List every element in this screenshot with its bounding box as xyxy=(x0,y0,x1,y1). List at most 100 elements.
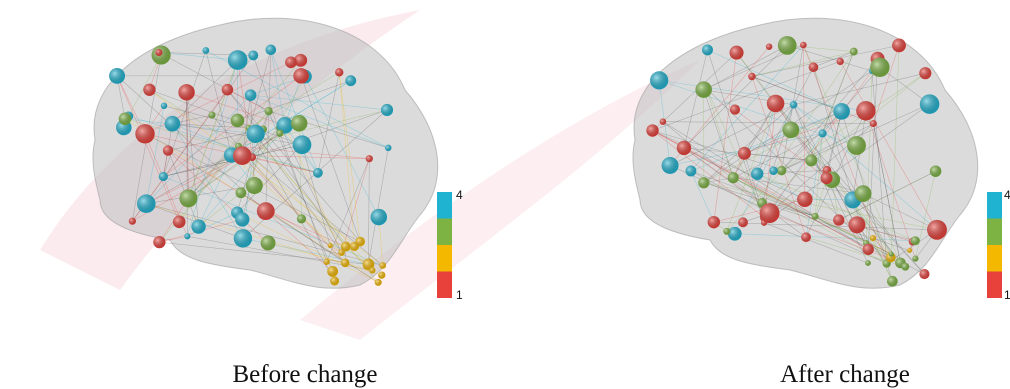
node-shade xyxy=(285,56,297,68)
node-shade xyxy=(767,95,785,113)
node-shade xyxy=(901,263,909,271)
node-shade xyxy=(379,262,386,269)
node-shade xyxy=(324,259,330,265)
node-shade xyxy=(821,172,833,184)
node-shade xyxy=(119,113,132,126)
node-shade xyxy=(378,271,385,278)
node-shade xyxy=(778,36,797,55)
node-shade xyxy=(184,233,190,239)
node-shade xyxy=(698,177,709,188)
node-shade xyxy=(129,218,136,225)
node-shade xyxy=(208,111,215,118)
node-shade xyxy=(293,135,312,154)
node-shade xyxy=(797,192,812,207)
node-shade xyxy=(153,236,165,248)
node-shade xyxy=(276,130,283,137)
node-shade xyxy=(723,228,730,235)
node-shade xyxy=(222,84,233,95)
node-shade xyxy=(375,279,382,286)
node-shade xyxy=(202,47,209,54)
node-shade xyxy=(790,101,798,109)
colorbar-segment xyxy=(987,272,1002,299)
node-shade xyxy=(920,94,940,114)
colorbar-label: 1 xyxy=(456,288,463,302)
node-shade xyxy=(812,213,819,220)
colorbar-segment xyxy=(987,192,1002,219)
node-shade xyxy=(662,157,679,174)
colorbar-segment xyxy=(437,245,452,272)
node-shade xyxy=(927,220,947,240)
node-shade xyxy=(708,216,720,228)
caption: After change xyxy=(780,361,910,388)
node-shade xyxy=(863,244,874,255)
node-shade xyxy=(677,141,691,155)
node-shade xyxy=(159,172,168,181)
node-shade xyxy=(257,202,275,220)
node-shade xyxy=(341,259,350,268)
node-shade xyxy=(327,266,338,277)
node-shade xyxy=(236,187,247,198)
node-shade xyxy=(163,145,173,155)
node-shade xyxy=(730,46,744,60)
node-shade xyxy=(738,147,751,160)
node-shade xyxy=(330,277,339,286)
colorbar-label: 4 xyxy=(456,188,463,202)
node-shade xyxy=(297,214,306,223)
node-shade xyxy=(930,165,942,177)
node-shade xyxy=(328,243,333,248)
node-shade xyxy=(178,84,194,100)
node-shade xyxy=(228,50,248,70)
node-shade xyxy=(155,49,162,56)
node-shade xyxy=(109,68,125,84)
node-shade xyxy=(385,145,391,151)
colorbar-segment xyxy=(987,245,1002,272)
node-shade xyxy=(889,252,894,257)
node-shade xyxy=(313,168,323,178)
node-shade xyxy=(191,219,205,233)
node-shade xyxy=(805,154,817,166)
node-shade xyxy=(800,42,807,49)
node-shade xyxy=(856,101,875,120)
colorbar-segment xyxy=(987,219,1002,246)
node-shade xyxy=(291,115,308,132)
node-shade xyxy=(730,105,740,115)
node-shade xyxy=(833,103,849,119)
node-shade xyxy=(919,67,931,79)
node-shade xyxy=(137,194,156,213)
node-shade xyxy=(837,58,844,65)
node-shade xyxy=(887,276,898,287)
node-shade xyxy=(261,236,276,251)
node-shade xyxy=(848,216,865,233)
node-shade xyxy=(751,168,763,180)
node-shade xyxy=(695,81,711,97)
node-shade xyxy=(355,237,365,247)
figure: Before change 4 1 After change 4 1 xyxy=(0,0,1010,389)
panel: Before change 4 1 xyxy=(93,18,463,388)
node-shade xyxy=(728,227,742,241)
node-shade xyxy=(173,216,186,229)
node-shade xyxy=(143,84,155,96)
node-shade xyxy=(728,172,739,183)
node-shade xyxy=(165,116,181,132)
colorbar-label: 1 xyxy=(1004,288,1010,302)
node-shade xyxy=(234,229,252,247)
colorbar-segment xyxy=(437,192,452,219)
panel: After change 4 1 xyxy=(633,18,1010,388)
node-shade xyxy=(702,44,713,55)
node-shade xyxy=(738,217,748,227)
node-shade xyxy=(801,232,811,242)
node-shade xyxy=(231,114,245,128)
node-shade xyxy=(919,269,929,279)
node-shade xyxy=(870,58,889,77)
node-shade xyxy=(650,71,668,89)
node-shade xyxy=(646,124,658,136)
node-shade xyxy=(748,73,755,80)
node-shade xyxy=(345,75,356,86)
node-shade xyxy=(246,125,264,143)
node-shade xyxy=(833,214,844,225)
colorbar-label: 4 xyxy=(1004,188,1010,202)
node-shade xyxy=(855,185,872,202)
brain xyxy=(633,18,978,288)
node-shade xyxy=(381,104,393,116)
node-shade xyxy=(235,212,249,226)
